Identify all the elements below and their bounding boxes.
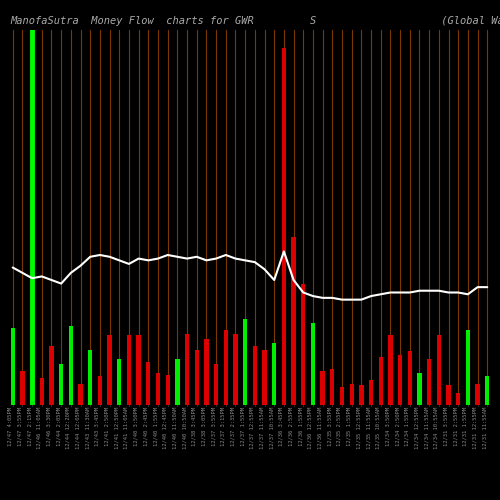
Bar [262,350,266,405]
Bar [40,378,44,405]
Bar [301,284,306,405]
Bar [175,358,180,405]
Bar [98,376,102,405]
Bar [485,376,490,405]
Bar [369,380,373,405]
Text: ManofaSutra  Money Flow  charts for GWR         S                    (Global Wat: ManofaSutra Money Flow charts for GWR S … [10,16,500,26]
Bar [320,371,325,405]
Bar [30,402,34,405]
Bar [476,384,480,405]
Bar [10,328,15,405]
Bar [146,362,150,405]
Bar [330,370,334,405]
Bar [127,336,131,405]
Bar [117,358,121,405]
Bar [59,364,64,405]
Bar [378,357,383,405]
Bar [398,355,402,405]
Bar [214,364,218,405]
Bar [243,320,248,405]
Bar [68,326,73,405]
Bar [282,48,286,405]
Bar [446,386,450,405]
Bar [427,358,432,405]
Bar [350,384,354,405]
Bar [166,374,170,405]
Bar [388,336,392,405]
Bar [252,346,257,405]
Bar [234,334,237,405]
Bar [20,371,24,405]
Bar [408,352,412,405]
Bar [88,350,92,405]
Bar [418,373,422,405]
Bar [136,336,141,405]
Bar [78,384,82,405]
Bar [456,392,460,405]
Bar [292,237,296,405]
Bar [156,373,160,405]
Bar [436,336,441,405]
Bar [108,336,112,405]
Bar [194,350,199,405]
Bar [466,330,470,405]
Bar [224,330,228,405]
Bar [185,334,189,405]
Bar [340,387,344,405]
Bar [204,339,208,405]
Bar [50,346,54,405]
Bar [272,342,276,405]
Bar [359,386,364,405]
Bar [311,323,315,405]
